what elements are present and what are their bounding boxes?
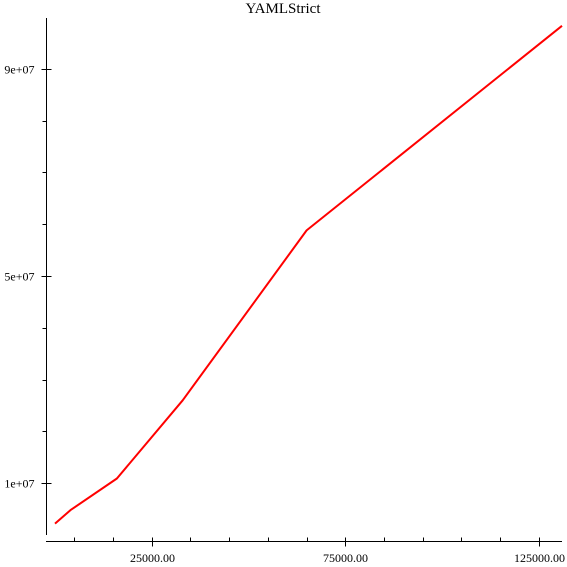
y-tick-label: 1e+07 xyxy=(4,477,34,491)
chart-title: YAMLStrict xyxy=(246,1,322,17)
y-tick-label: 5e+07 xyxy=(4,270,34,284)
x-tick-label: 125000.00 xyxy=(514,551,565,565)
x-tick-label: 25000.00 xyxy=(130,551,175,565)
x-axis-ticks: 25000.00 75000.00 125000.00 xyxy=(74,537,565,565)
y-axis-ticks: 1e+07 5e+07 9e+07 xyxy=(4,63,52,491)
y-tick-label: 9e+07 xyxy=(4,63,34,77)
series-layer xyxy=(54,25,563,525)
x-tick-label: 75000.00 xyxy=(323,551,368,565)
series-line xyxy=(54,25,563,525)
